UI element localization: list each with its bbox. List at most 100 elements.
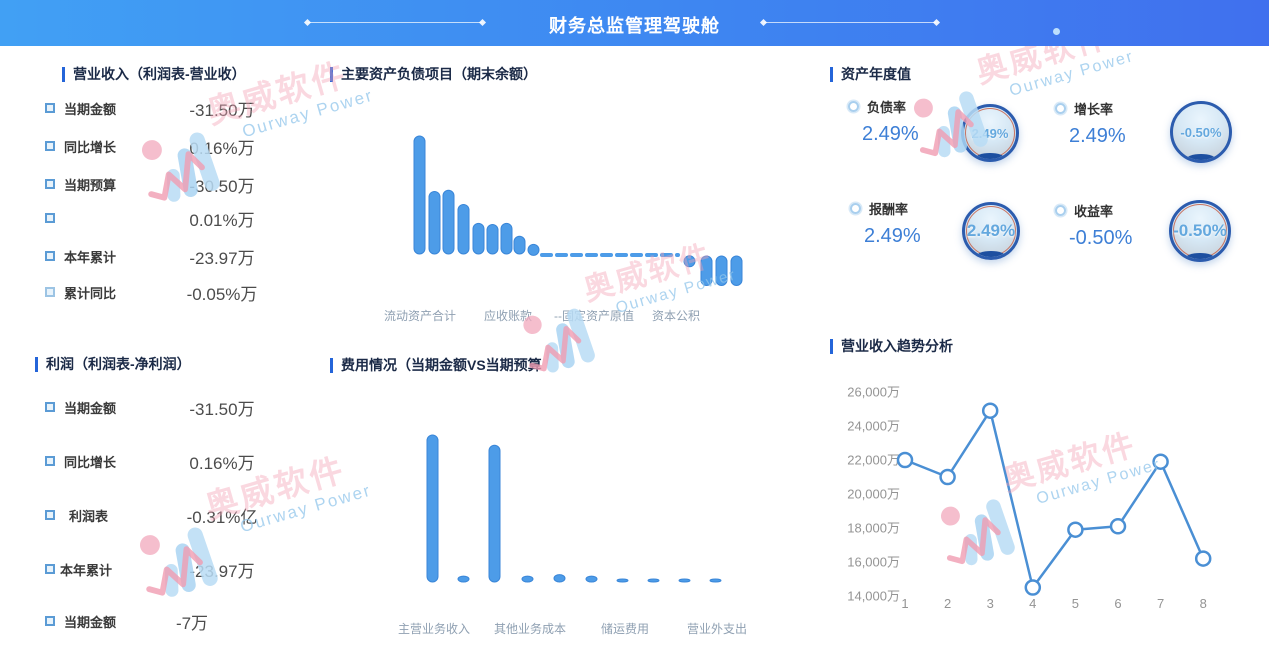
bar[interactable] <box>486 224 499 255</box>
square-bullet-icon <box>45 103 55 113</box>
bar[interactable] <box>647 578 660 583</box>
page-title: 财务总监管理驾驶舱 <box>549 16 720 36</box>
gauge-growth-rate[interactable]: -0.50% <box>1170 101 1232 163</box>
y-axis-tick-label: 16,000万 <box>847 555 900 570</box>
x-axis-label: 储运费用 <box>601 621 649 636</box>
bar[interactable] <box>715 255 728 286</box>
gauge-debt-ratio[interactable]: 2.49% <box>961 104 1019 162</box>
kpi-row-revenue-5: 本年累计 -23.97万 <box>45 246 256 268</box>
square-bullet-icon <box>45 616 55 626</box>
panel-title-profit: 利润（利润表-净利润） <box>35 354 191 374</box>
expense-bar-chart[interactable]: 主营业务收入 其他业务成本 储运费用 营业外支出 <box>330 420 790 645</box>
ring-bullet-icon <box>1055 205 1066 216</box>
kpi-row-revenue-6: 累计同比 -0.05%万 <box>45 282 257 304</box>
bar[interactable] <box>553 574 566 583</box>
x-axis-tick-label: 1 <box>901 596 908 611</box>
square-bullet-icon <box>45 179 55 189</box>
gauge-text-growth-rate: 增长率 2.49% <box>1055 99 1126 148</box>
trend-line <box>903 409 1205 589</box>
title-accent-bar <box>62 66 65 82</box>
gauge-text-yield-rate: 收益率 -0.50% <box>1055 201 1132 250</box>
panel-title-revenue: 营业收入（利润表-营业收） <box>62 64 246 84</box>
square-bullet-icon <box>45 213 55 223</box>
kpi-row-profit-4: 本年累计 -23.97万 <box>45 559 256 581</box>
ourway-logo-icon <box>141 132 220 202</box>
kpi-row-profit-5: 当期金额 -7万 <box>45 611 256 633</box>
bar[interactable] <box>442 189 455 255</box>
assets-liabilities-bar-chart[interactable]: 流动资产合计 应收账款 --固定资产原值 资本公积 <box>330 105 790 333</box>
bar-dot[interactable] <box>683 255 696 268</box>
bar[interactable] <box>472 222 485 255</box>
bar[interactable] <box>413 135 426 255</box>
panel-title-expense: 费用情况（当期金额VS当期预算 <box>330 355 542 375</box>
kpi-row-profit-2: 同比增长 0.16%万 <box>45 451 256 473</box>
ring-bullet-icon <box>850 203 861 214</box>
bar[interactable] <box>709 578 722 583</box>
title-accent-bar <box>830 338 833 354</box>
bar[interactable] <box>500 222 513 255</box>
x-axis-label: 主营业务收入 <box>398 621 470 636</box>
x-axis-tick-label: 3 <box>987 596 994 611</box>
x-axis-tick-label: 8 <box>1200 596 1207 611</box>
square-bullet-icon <box>45 564 55 574</box>
bar[interactable] <box>457 203 470 255</box>
header-deco-line-right <box>764 22 936 23</box>
bar[interactable] <box>616 578 629 583</box>
x-axis-tick-label: 6 <box>1114 596 1121 611</box>
x-axis-tick-label: 5 <box>1072 596 1079 611</box>
x-axis-tick-label: 7 <box>1157 596 1164 611</box>
line-point[interactable] <box>1194 550 1212 567</box>
square-bullet-icon <box>45 251 55 261</box>
kpi-row-revenue-2: 同比增长 0.16%万 <box>45 136 256 158</box>
line-point[interactable] <box>896 451 914 469</box>
square-bullet-icon <box>45 402 55 412</box>
ring-bullet-icon <box>1055 103 1066 114</box>
gauge-return-rate[interactable]: 2.49% <box>962 202 1020 260</box>
bar[interactable] <box>678 578 691 583</box>
y-axis-tick-label: 24,000万 <box>847 419 900 434</box>
x-axis-label: --固定资产原值 <box>554 308 634 323</box>
line-point[interactable] <box>1109 518 1127 535</box>
bar[interactable] <box>730 255 743 286</box>
line-point[interactable] <box>1067 521 1084 538</box>
bar[interactable] <box>513 235 526 255</box>
x-axis-label: 营业外支出 <box>687 622 747 636</box>
bar[interactable] <box>488 444 501 583</box>
kpi-row-revenue-4: 0.01%万 <box>45 208 256 230</box>
x-axis-label: 资本公积 <box>652 309 700 323</box>
line-point[interactable] <box>1152 453 1169 470</box>
revenue-trend-line-chart[interactable]: 14,000万 16,000万 18,000万 20,000万 22,000万 24,00… <box>845 378 1269 628</box>
panel-title-asset-year: 资产年度值 <box>830 64 911 84</box>
x-axis-label: 其他业务成本 <box>494 621 566 636</box>
title-accent-bar <box>830 66 833 82</box>
ring-bullet-icon <box>848 101 859 112</box>
gauge-text-return-rate: 报酬率 2.49% <box>850 199 921 248</box>
kpi-row-profit-3: 利润表 -0.31%亿 <box>45 505 257 527</box>
header-dot <box>1053 28 1060 35</box>
bar-dot[interactable] <box>527 243 540 256</box>
title-accent-bar <box>35 356 38 372</box>
line-point[interactable] <box>1024 579 1042 596</box>
header-deco-line-left <box>308 22 482 23</box>
line-point[interactable] <box>981 402 999 419</box>
x-axis-label: 应收账款 <box>484 308 532 323</box>
gauge-text-debt-ratio: 负债率 2.49% <box>848 97 919 146</box>
kpi-row-revenue-1: 当期金额 -31.50万 <box>45 98 256 120</box>
bar[interactable] <box>457 575 470 583</box>
bar[interactable] <box>426 434 439 583</box>
bar[interactable] <box>700 255 713 286</box>
x-axis-tick-label: 2 <box>944 596 951 611</box>
kpi-row-revenue-3: 当期预算 -30.50万 <box>45 174 256 196</box>
panel-title-trend: 营业收入趋势分析 <box>830 336 953 356</box>
bar[interactable] <box>428 190 441 255</box>
x-axis-tick-label: 4 <box>1029 596 1036 611</box>
y-axis-tick-label: 22,000万 <box>847 453 900 468</box>
bar[interactable] <box>585 575 598 583</box>
gauge-yield-rate[interactable]: -0.50% <box>1169 200 1231 262</box>
panel-title-assets: 主要资产负债项目（期末余额） <box>330 64 537 84</box>
bar[interactable] <box>521 575 534 583</box>
y-axis-tick-label: 26,000万 <box>847 385 900 400</box>
line-point[interactable] <box>939 468 956 486</box>
y-axis-tick-label: 14,000万 <box>847 589 900 604</box>
